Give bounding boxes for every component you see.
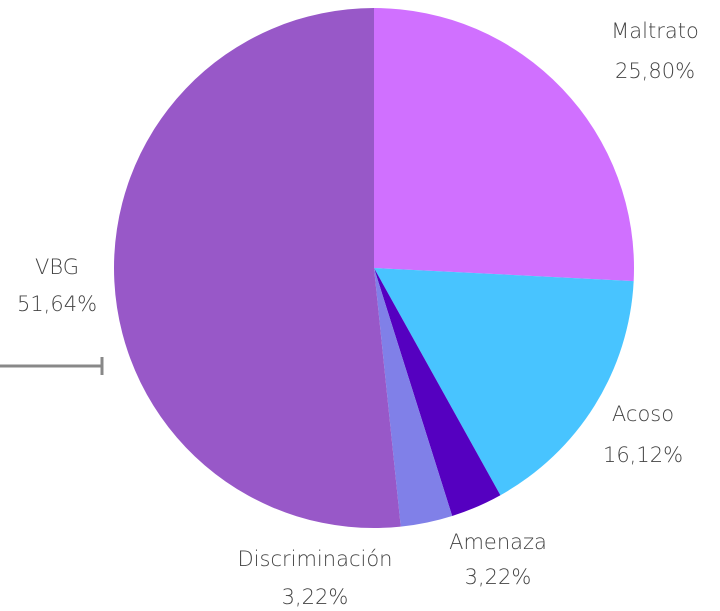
value-label: 3,22%: [465, 565, 532, 589]
pie-slice: [374, 8, 634, 282]
value-label: 3,22%: [282, 585, 349, 609]
pie-slice: [374, 268, 453, 527]
slice-label: Acoso: [612, 402, 674, 426]
pie-slice: [374, 268, 634, 496]
slice-label: VBG: [35, 255, 79, 279]
value-label: 16,12%: [603, 443, 683, 467]
slice-label: Discriminación: [238, 547, 393, 571]
value-label: 25,80%: [615, 59, 695, 83]
slice-label: Amenaza: [449, 530, 547, 554]
pie-slice: [374, 268, 501, 516]
value-label: 51,64%: [17, 292, 97, 316]
slice-label: Maltrato: [611, 19, 699, 43]
pie-slice: [113, 8, 401, 528]
